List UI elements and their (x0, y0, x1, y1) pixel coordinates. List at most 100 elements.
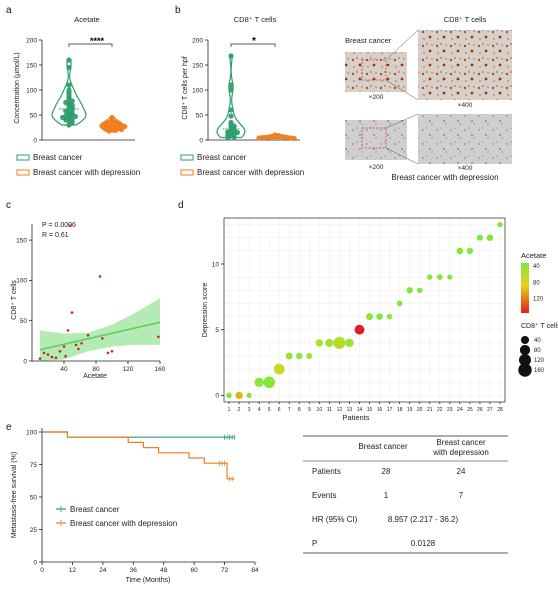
size-legend-dot (519, 344, 531, 356)
data-point (225, 134, 231, 141)
legend-label-depression: Breast cancer with depression (197, 168, 304, 177)
y-tick-label: 100 (26, 87, 37, 94)
y-tick-label: 200 (26, 37, 37, 44)
y-tick-label: 150 (192, 62, 203, 69)
size-legend-dot (519, 354, 531, 366)
y-tick-label: 50 (30, 494, 38, 501)
table-cell-patients-dep: 24 (457, 467, 466, 476)
size-legend-label: 80 (534, 348, 541, 354)
mag-label: ×200 (369, 94, 384, 101)
scatter-point (66, 329, 70, 332)
y-tick-label: 50 (30, 112, 38, 119)
data-point (66, 64, 72, 71)
legend-label-depression: Breast cancer with depression (70, 519, 177, 528)
y-tick-label: 0 (23, 358, 27, 365)
x-tick-label: 80 (92, 366, 100, 373)
significance-bracket (230, 43, 276, 47)
bubble (486, 234, 494, 241)
color-legend-tick-label: 80 (533, 280, 540, 286)
panel-c-p-value: P = 0.0006 (42, 222, 76, 229)
panel-e-xlabel: Time (Months) (126, 577, 171, 584)
x-tick-label: 5 (268, 407, 271, 413)
mag-label: ×200 (369, 164, 384, 171)
y-tick-label: 25 (30, 527, 38, 534)
data-point (119, 126, 125, 133)
bubble (406, 287, 413, 294)
panel-e: e Metastasis-free survival (%) Time (Mon… (6, 422, 259, 584)
scatter-point (86, 333, 90, 337)
x-tick-label: 9 (308, 407, 311, 413)
panel-b-legend: Breast cancer Breast cancer with depress… (180, 153, 304, 177)
x-tick-label: 7 (288, 407, 291, 413)
y-tick-label: 5 (215, 327, 219, 334)
bubble (315, 339, 323, 347)
x-tick-label: 72 (221, 567, 229, 574)
legend-label-depression: Breast cancer with depression (33, 168, 140, 177)
table-cell-patients-bc: 28 (382, 467, 391, 476)
table-cell-events-bc: 1 (384, 491, 389, 500)
bubble (456, 247, 464, 255)
x-tick-label: 27 (487, 407, 493, 413)
panel-e-legend: Breast cancer Breast cancer with depress… (56, 505, 177, 528)
legend-swatch-breast-cancer (180, 154, 194, 161)
y-tick-label: 0 (215, 393, 219, 400)
scatter-point (77, 347, 80, 351)
y-tick-label: 150 (26, 62, 37, 69)
table-header-depression-line2: with depression (432, 448, 489, 457)
x-tick-label: 120 (123, 366, 134, 373)
panel-a-legend: Breast cancer Breast cancer with depress… (16, 153, 140, 177)
panel-b-significance: * (252, 36, 256, 47)
zoom-box (361, 127, 387, 149)
color-legend-ticks: 40 80 120 (533, 264, 544, 303)
data-point (228, 107, 234, 113)
bubble (273, 363, 285, 375)
x-tick-label: 8 (298, 407, 301, 413)
size-legend-title: CD8⁺ T cells (521, 322, 558, 330)
y-tick-label: 100 (192, 87, 203, 94)
panel-a-plot: 0 50 100 150 200 (26, 37, 135, 144)
bubble (376, 313, 383, 320)
color-legend-tick-label: 40 (533, 264, 540, 270)
zoom-connector (385, 147, 419, 165)
hazard-table: Breast cancer Breast cancer with depress… (303, 435, 508, 554)
scatter-point (74, 343, 78, 347)
panel-c-ylabel: CD8⁺ T cells (10, 280, 18, 320)
bubble (263, 376, 276, 389)
size-legend-label: 120 (534, 358, 545, 364)
bubble (306, 352, 313, 360)
x-tick-label: 18 (397, 407, 403, 413)
panel-b-letter: b (175, 5, 181, 16)
x-tick-label: 26 (477, 407, 483, 413)
scatter-point (50, 355, 54, 359)
bubble (333, 336, 346, 349)
x-tick-label: 3 (248, 407, 251, 413)
zoom-connector (385, 29, 419, 61)
y-tick-label: 50 (20, 318, 28, 325)
x-tick-label: 21 (427, 407, 433, 413)
panel-c-r-value: R = 0.61 (42, 232, 69, 239)
x-tick-label: 0 (40, 567, 44, 574)
size-legend: 40 80 120 160 (518, 335, 545, 377)
micrograph-row2-label: Breast cancer with depression (391, 173, 498, 182)
bubble (497, 222, 503, 228)
scatter-point (101, 337, 104, 340)
survival-curve-breast-cancer (42, 431, 235, 438)
scatter-point (46, 353, 50, 356)
panel-b: b CD8⁺ T cells CD8⁺ T cells per hpf 0 50 1… (175, 5, 304, 177)
x-tick-label: 19 (407, 407, 413, 413)
scatter-point (157, 335, 160, 339)
panel-e-plot: 0 25 50 75 100 0 12 24 36 48 60 72 84 (26, 428, 259, 574)
y-tick-label: 0 (199, 137, 203, 144)
legend-swatch-depression (180, 169, 194, 176)
x-tick-label: 25 (467, 407, 473, 413)
x-tick-label: 16 (377, 407, 383, 413)
y-tick-label: 50 (196, 112, 204, 119)
x-tick-label: 12 (337, 407, 343, 413)
panel-a-letter: a (6, 5, 12, 16)
scatter-point (38, 357, 42, 360)
micrograph-high-mag-breast-cancer (418, 30, 512, 100)
table-cell-hr: 8.957 (2.217 - 36.2) (388, 515, 459, 524)
zoom-connector (385, 113, 419, 129)
x-tick-label: 28 (497, 407, 503, 413)
bubble (226, 392, 232, 399)
